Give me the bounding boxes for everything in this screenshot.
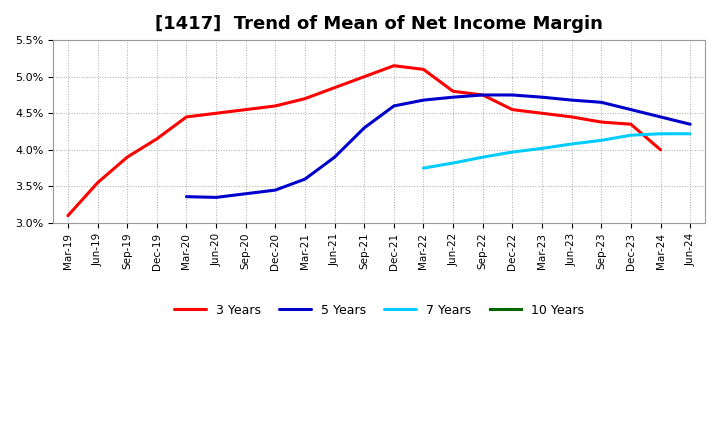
- 5 Years: [626, 107, 635, 112]
- 7 Years: [508, 150, 517, 155]
- 7 Years: [567, 141, 576, 147]
- 5 Years: [241, 191, 250, 196]
- 3 Years: [479, 92, 487, 98]
- 5 Years: [212, 195, 220, 200]
- 3 Years: [656, 147, 665, 153]
- 3 Years: [153, 136, 161, 142]
- 3 Years: [330, 85, 339, 90]
- 5 Years: [449, 95, 457, 100]
- 7 Years: [597, 138, 606, 143]
- 7 Years: [538, 146, 546, 151]
- 3 Years: [597, 119, 606, 125]
- 3 Years: [93, 180, 102, 185]
- 3 Years: [626, 121, 635, 127]
- Line: 3 Years: 3 Years: [68, 66, 660, 216]
- 3 Years: [538, 110, 546, 116]
- 5 Years: [597, 99, 606, 105]
- 5 Years: [508, 92, 517, 98]
- 3 Years: [508, 107, 517, 112]
- 7 Years: [449, 160, 457, 165]
- Line: 7 Years: 7 Years: [423, 134, 690, 168]
- 5 Years: [271, 187, 279, 193]
- 5 Years: [330, 154, 339, 160]
- 5 Years: [479, 92, 487, 98]
- 3 Years: [241, 107, 250, 112]
- 5 Years: [656, 114, 665, 120]
- 3 Years: [301, 96, 310, 101]
- 3 Years: [63, 213, 72, 218]
- 7 Years: [419, 165, 428, 171]
- 3 Years: [123, 154, 132, 160]
- Legend: 3 Years, 5 Years, 7 Years, 10 Years: 3 Years, 5 Years, 7 Years, 10 Years: [169, 299, 589, 322]
- 3 Years: [360, 74, 369, 79]
- 3 Years: [449, 89, 457, 94]
- 7 Years: [656, 131, 665, 136]
- 3 Years: [390, 63, 398, 68]
- 5 Years: [567, 98, 576, 103]
- 5 Years: [182, 194, 191, 199]
- 5 Years: [686, 121, 695, 127]
- 5 Years: [538, 95, 546, 100]
- 3 Years: [182, 114, 191, 120]
- 5 Years: [390, 103, 398, 109]
- 5 Years: [419, 98, 428, 103]
- 5 Years: [360, 125, 369, 131]
- 3 Years: [212, 110, 220, 116]
- 7 Years: [686, 131, 695, 136]
- Line: 5 Years: 5 Years: [186, 95, 690, 198]
- 3 Years: [567, 114, 576, 120]
- 3 Years: [419, 67, 428, 72]
- 7 Years: [626, 132, 635, 138]
- 5 Years: [301, 176, 310, 182]
- 7 Years: [479, 154, 487, 160]
- Title: [1417]  Trend of Mean of Net Income Margin: [1417] Trend of Mean of Net Income Margi…: [155, 15, 603, 33]
- 3 Years: [271, 103, 279, 109]
